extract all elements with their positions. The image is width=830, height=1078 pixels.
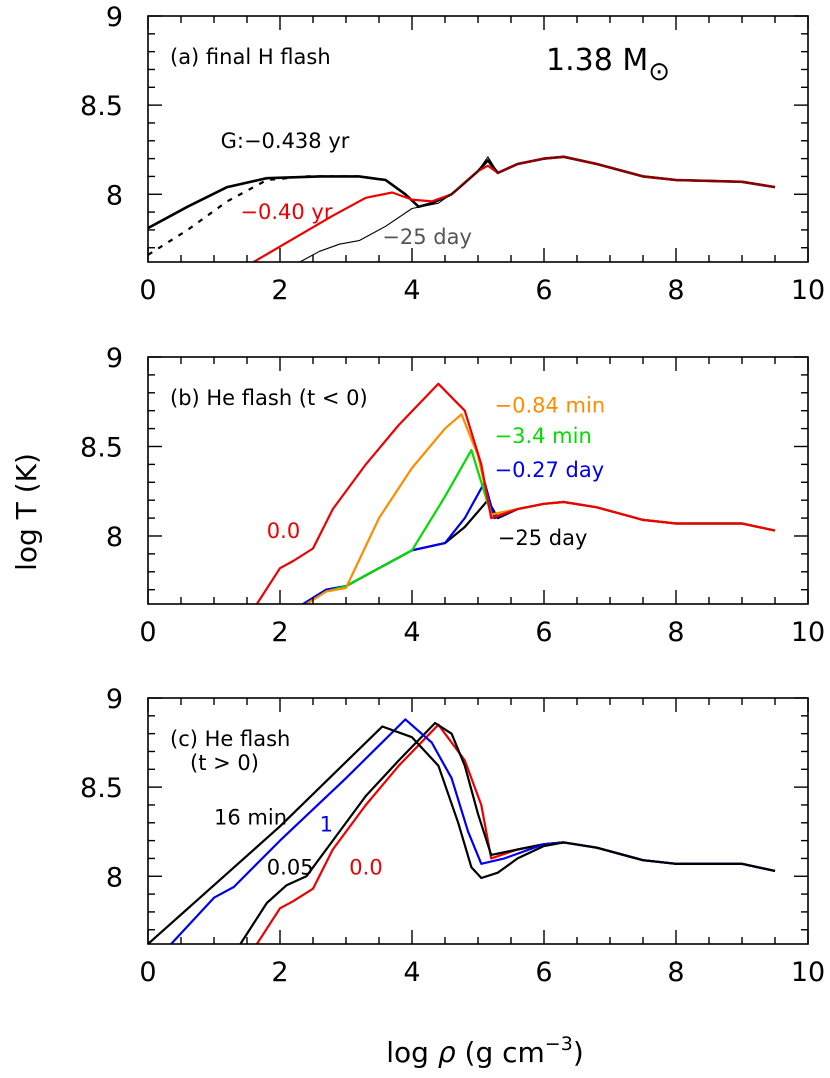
panel-title: (b) He flash (t < 0) (170, 386, 368, 410)
panel-title: (c) He flash (170, 727, 290, 751)
x-axis-title: log ρ (g cm−3) (386, 1033, 584, 1069)
x-axis-title-rho: ρ (438, 1036, 456, 1069)
series-line-unlabeled-4 (497, 155, 776, 189)
series-line-unlabeled-3 (148, 725, 776, 944)
curve-annotation: 0.05 (267, 855, 314, 879)
x-tick-label: 10 (791, 275, 825, 306)
x-tick-label: 8 (667, 957, 684, 988)
curve-annotation: −0.27 day (495, 458, 605, 482)
x-axis-title-units: (g cm (456, 1036, 545, 1069)
curve-annotation: −25 day (498, 526, 588, 550)
x-tick-label: 2 (271, 617, 288, 648)
mass-label: 1.38 M⊙ (546, 43, 670, 87)
curve-annotation: 0.0 (267, 519, 300, 543)
y-tick-label: 9 (106, 2, 123, 33)
x-axis-title-exponent: −3 (545, 1033, 573, 1055)
x-tick-label: 8 (667, 617, 684, 648)
y-axis-title: log T (K) (10, 453, 43, 571)
x-tick-label: 4 (403, 275, 420, 306)
x-axis-title-prefix: log (386, 1036, 438, 1069)
y-tick-label: 8.5 (80, 432, 123, 463)
series-line-0-0 (255, 382, 776, 604)
y-tick-label: 8 (106, 180, 123, 211)
x-tick-label: 6 (535, 957, 552, 988)
y-tick-label: 9 (106, 684, 123, 715)
x-tick-label: 10 (791, 957, 825, 988)
x-tick-label: 6 (535, 617, 552, 648)
curve-annotation: G:−0.438 yr (221, 129, 350, 153)
curve-annotation: 1 (320, 813, 333, 837)
x-tick-label: 0 (139, 617, 156, 648)
x-tick-label: 2 (271, 275, 288, 306)
curve-annotation: 16 min (214, 806, 287, 830)
x-tick-label: 8 (667, 275, 684, 306)
y-tick-label: 8.5 (80, 773, 123, 804)
series-group (148, 155, 776, 262)
x-tick-label: 4 (403, 617, 420, 648)
y-tick-label: 9 (106, 343, 123, 374)
series-line-unlabeled-1 (148, 175, 420, 256)
x-tick-label: 2 (271, 957, 288, 988)
x-axis-title-close: ) (573, 1036, 584, 1069)
x-tick-label: 6 (535, 275, 552, 306)
panel-b-he-flash-before: 0 2 4 6 8 10 8 8.5 9 (b) He flash (t < 0) −0.84 mi… (80, 343, 825, 648)
x-tick-label: 4 (403, 957, 420, 988)
mass-label-value: 1.38 M (546, 43, 648, 78)
curve-annotation: −3.4 min (495, 424, 592, 448)
curve-annotation: −0.84 min (495, 393, 606, 417)
series-line-25-day (299, 156, 776, 262)
series-line-0-0 (255, 723, 776, 944)
series-group (255, 382, 776, 604)
curve-annotation: −25 day (382, 225, 472, 249)
x-tick-label: 0 (139, 275, 156, 306)
x-tick-label: 0 (139, 957, 156, 988)
x-tick-label: 10 (791, 617, 825, 648)
y-tick-label: 8 (106, 862, 123, 893)
curve-annotation: −0.40 yr (240, 200, 332, 224)
series-line-25-day (302, 499, 776, 604)
panel-a-final-h-flash: 0 2 4 6 8 10 8 8.5 9 (a) final H flash 1.38 M⊙ G:−0… (80, 2, 825, 306)
panel-title: (a) final H flash (170, 45, 331, 69)
y-tick-label: 8 (106, 522, 123, 553)
curve-annotation: 0.0 (349, 855, 382, 879)
panel-title-line2: (t > 0) (190, 751, 259, 775)
sun-symbol: ⊙ (648, 57, 670, 87)
series-group (148, 718, 776, 944)
y-tick-label: 8.5 (80, 91, 123, 122)
